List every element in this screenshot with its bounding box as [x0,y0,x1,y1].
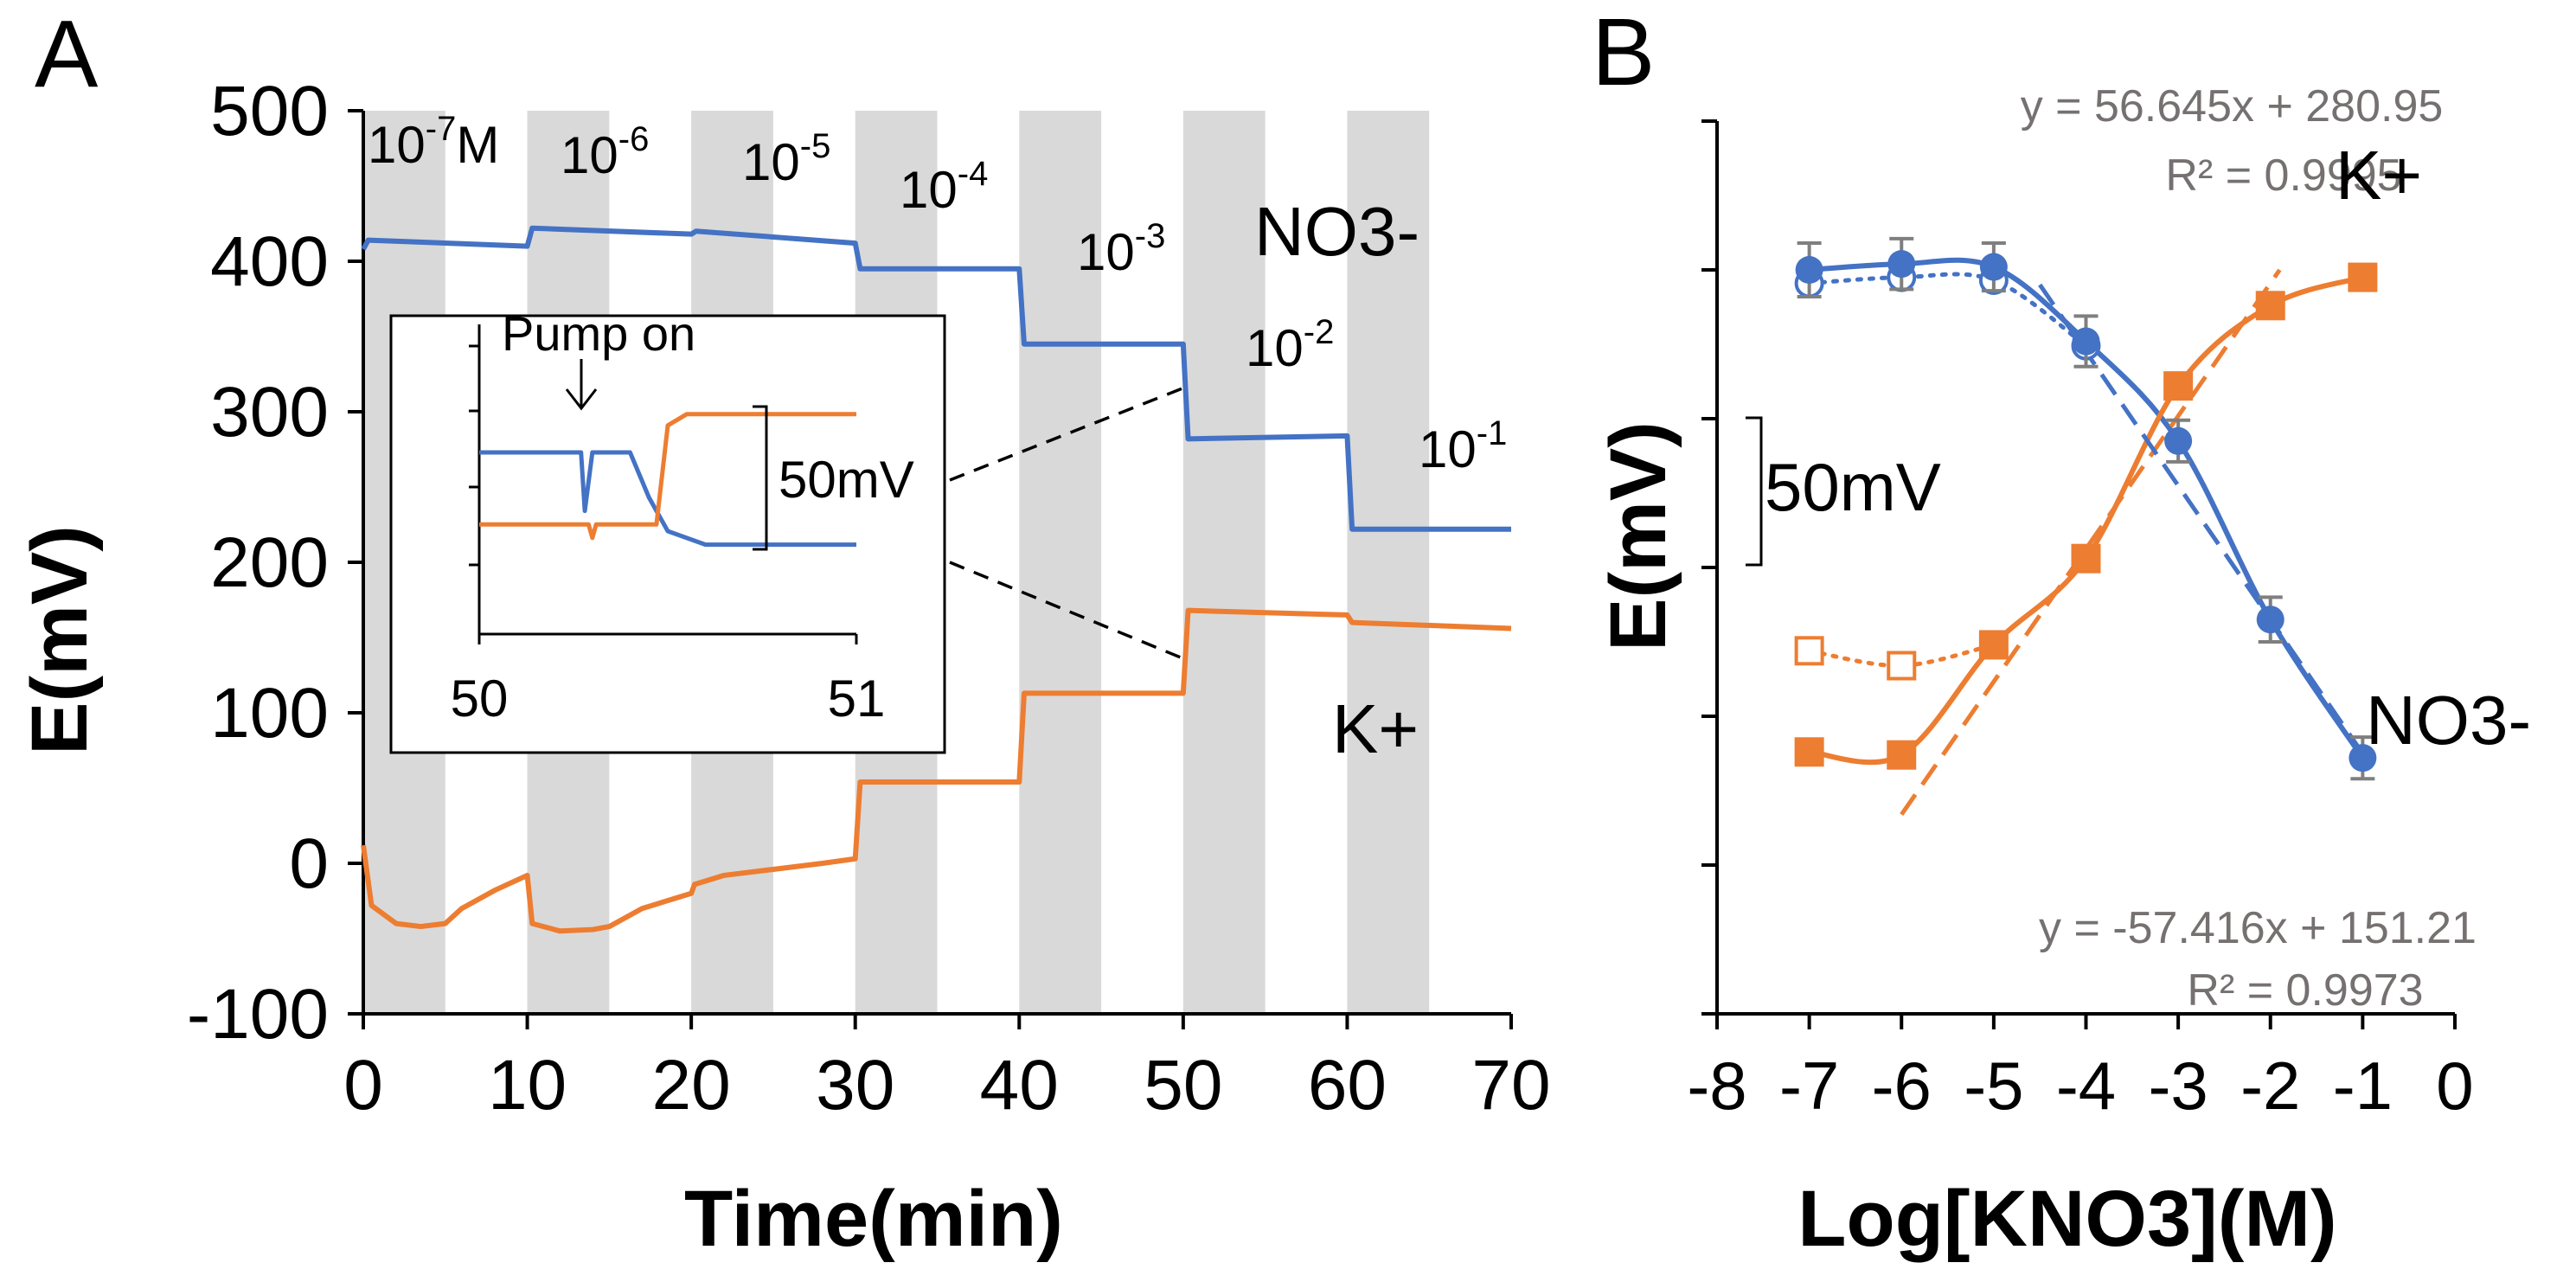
concentration-labels: 10-7M 10-6 10-5 10-4 10-3 10-2 10-1 [368,110,1507,478]
b-x-axis-label: Log[KNO3](M) [1797,1175,2336,1263]
b-x-tick-label: -5 [1964,1048,2023,1124]
b-x-tick-label: -4 [2056,1048,2116,1124]
k-point [2071,543,2101,574]
trendline-no3-r2: R² = 0.9973 [2187,965,2423,1016]
concentration-label: 10-3 [1077,217,1165,281]
concentration-label: 10-1 [1419,414,1507,478]
concentration-label: 10-5 [742,127,830,191]
x-tick-label: 30 [816,1046,894,1125]
pump-on-label: Pump on [502,306,695,361]
y-tick-label: 100 [210,674,329,753]
zoom-line-bottom [949,561,1188,662]
k-open-point [1887,651,1917,681]
inset-frame [389,314,946,754]
b-x-tick-label: -7 [1779,1048,1839,1124]
inset-scale-bracket [753,405,768,551]
shaded-band [1347,111,1430,1014]
no3-open-curve [1807,272,2088,349]
zoom-line-top [949,385,1188,482]
b-x-tick-label: -1 [2333,1048,2393,1124]
inset-scale-label: 50mV [779,451,914,509]
k-trendline [1900,268,2282,816]
y-tick-label: -100 [187,975,329,1054]
y-tick-label: 400 [210,222,329,301]
b-scale-label: 50mV [1765,449,1941,525]
x-tick-label: 10 [488,1046,567,1125]
x-tick-label: 50 [1144,1046,1222,1125]
k-point [2348,262,2378,292]
y-tick-label: 500 [210,72,329,151]
b-k-label: K+ [2336,137,2422,214]
no3-point [1887,250,1916,279]
no3-point [2072,327,2100,356]
shaded-bands [363,111,1430,1014]
panel-b: B -8 -7 -6 -5 -4 -3 -2 -1 0 50mV y = 56.645x + 2… [1592,0,2531,1263]
concentration-label: 10-4 [900,155,988,219]
b-x-tick-label: -8 [1687,1048,1746,1124]
panel-b-axes: -8 -7 -6 -5 -4 -3 -2 -1 0 [1687,119,2474,1124]
concentration-label: 10-6 [561,120,649,184]
trendline-k-r2: R² = 0.9995 [2165,151,2401,201]
no3-label: NO3- [1254,193,1419,270]
inset-x-tick-label: 50 [451,670,509,728]
k-point [2255,291,2285,321]
b-y-axis-label: E(mV) [1594,421,1682,651]
no3-point [2349,744,2377,772]
trendline-k-equation: y = 56.645x + 280.95 [2021,81,2444,131]
panel-a-series [361,225,1512,934]
y-tick-label: 0 [289,824,329,903]
b-x-tick-label: -2 [2240,1048,2300,1124]
y-tick-label: 200 [210,523,329,602]
k-trace [361,607,1512,934]
x-tick-label: 0 [343,1046,383,1125]
k-label: K+ [1332,690,1419,767]
shaded-band [1019,111,1102,1014]
inset-axes: 50 51 [451,324,886,728]
trendline-no3-equation: y = -57.416x + 151.21 [2039,903,2477,953]
no3-point [2164,426,2193,455]
pump-arrow [565,359,598,411]
inset-chart: 50 51 Pump on 50mV [389,306,946,754]
inset-k-trace [479,412,856,541]
k-point [2163,371,2194,401]
concentration-label: 10-2 [1246,313,1334,377]
no3-trendline [2038,283,2365,755]
no3-point [2256,606,2284,634]
x-tick-label: 40 [980,1046,1059,1125]
b-no3-label: NO3- [2366,682,2531,759]
inset-no3-trace [479,450,856,548]
y-axis-label: E(mV) [16,525,104,755]
no3-point [1795,256,1823,284]
panel-b-points [1794,236,2378,781]
k-point [1794,737,1824,767]
y-tick-label: 300 [210,373,329,452]
x-axis-label: Time(min) [684,1175,1063,1263]
b-x-tick-label: -3 [2148,1048,2208,1124]
inset-series [479,412,856,548]
k-open-point [1794,636,1824,666]
b-x-tick-label: 0 [2436,1048,2473,1124]
no3-trace [361,225,1511,532]
no3-point [1979,253,2008,281]
panel-b-letter: B [1592,0,1655,106]
shaded-band [1182,111,1266,1014]
inset-x-tick-label: 51 [828,670,886,728]
x-tick-label: 60 [1308,1046,1387,1125]
x-tick-label: 70 [1471,1046,1550,1125]
b-x-tick-label: -6 [1872,1048,1932,1124]
concentration-label: 10-7M [368,110,499,174]
k-point [1887,740,1917,770]
k-point [1978,630,2009,660]
b-scale-bracket [1746,416,1763,567]
x-tick-label: 20 [652,1046,731,1125]
panel-a-letter: A [35,1,99,107]
